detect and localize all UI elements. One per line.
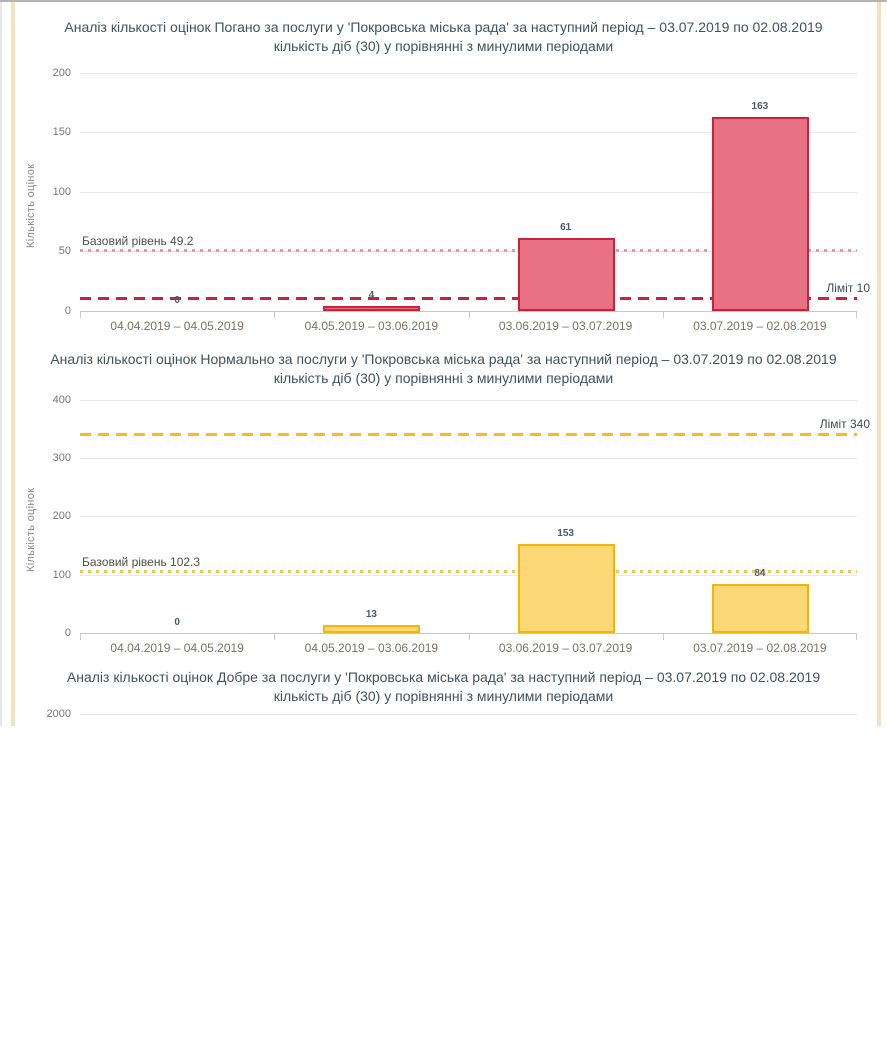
y-axis-title [24, 714, 38, 1040]
baseline-label: Базовий рівень 49.2 [82, 234, 194, 248]
axis-tick [80, 312, 81, 318]
gridline [80, 575, 857, 576]
limit-label: Ліміт 10 [826, 281, 870, 295]
y-axis-title: Кількість оцінок [25, 487, 37, 573]
chart-plot-wrap: 2000 [47, 708, 857, 1040]
right-border-stripe [877, 2, 881, 726]
bar-value-label: 0 [174, 617, 180, 628]
x-axis [80, 1014, 857, 1040]
bar [323, 625, 421, 633]
left-border-stripe [11, 2, 15, 726]
y-tick-label: 2000 [46, 708, 71, 720]
bar-value-label: 61 [560, 222, 572, 233]
x-category-label: 03.06.2019 – 03.07.2019 [498, 641, 633, 655]
y-tick-label: 50 [58, 245, 71, 257]
page-left-edge-line [0, 2, 2, 726]
y-tick-label: 100 [52, 569, 71, 581]
bar-value-label: 163 [751, 101, 769, 112]
chart-plot-wrap: Кількість оцінок 0 50 100 150 200 Базовий рів… [25, 67, 870, 338]
bar [711, 584, 809, 633]
baseline-label: Базовий рівень 102.3 [82, 555, 201, 569]
plot-area: 0 50 100 150 200 Базовий рівень 49.2 Ліміт 10 0… [53, 67, 870, 317]
bar-value-label: 0 [174, 295, 180, 306]
plot-area: 2000 [47, 708, 857, 1014]
bar-value-label: 84 [754, 568, 766, 579]
axis-tick [468, 634, 470, 640]
gridline [80, 73, 857, 74]
chart-title: Аналіз кількості оцінок Добре за послуги… [66, 669, 821, 704]
y-axis-title: Кількість оцінок [25, 163, 37, 248]
y-tick-label: 150 [52, 126, 71, 138]
bar [517, 544, 615, 633]
axis-tick [274, 312, 276, 318]
chart-section-normalno: Аналіз кількості оцінок Нормально за пос… [15, 350, 872, 660]
chart-title: Аналіз кількості оцінок Погано за послуг… [64, 19, 823, 54]
bar-value-label: 4 [368, 290, 375, 301]
analytics-report-page: { "page": { "top_border_color": "#b3b3b3… [0, 0, 887, 726]
y-tick-label: 0 [64, 305, 71, 317]
axis-tick [662, 634, 664, 640]
gridline [80, 714, 857, 715]
gridline [80, 400, 857, 401]
bar [517, 238, 615, 311]
axis-tick [856, 312, 857, 318]
chart-section-pohano: Аналіз кількості оцінок Погано за послуг… [15, 18, 872, 338]
chart-title: Аналіз кількості оцінок Нормально за пос… [50, 351, 837, 386]
bar [711, 117, 809, 311]
baseline-line [80, 249, 857, 252]
bar-value-label: 153 [557, 528, 574, 539]
x-category-label: 04.05.2019 – 03.06.2019 [304, 641, 439, 655]
bar [323, 306, 421, 311]
chart-plot-wrap: Кількість оцінок 0 100 200 300 400 Базовий рі… [25, 394, 870, 660]
y-tick-label: 300 [52, 452, 71, 464]
gridline [80, 458, 857, 459]
gridline [80, 132, 857, 133]
axis-tick [468, 312, 470, 318]
axis-tick [662, 312, 664, 318]
baseline-line [80, 570, 857, 573]
axis-tick [274, 634, 276, 640]
bar-value-label: 13 [365, 609, 377, 620]
gridline [80, 516, 857, 517]
y-tick-label: 400 [52, 394, 71, 406]
gridline [80, 192, 857, 193]
limit-label: Ліміт 340 [819, 417, 870, 431]
y-tick-label: 0 [64, 627, 71, 639]
y-tick-label: 200 [52, 510, 71, 522]
x-category-label: 03.07.2019 – 02.08.2019 [693, 641, 827, 655]
chart-section-dobre: Аналіз кількості оцінок Добре за послуги… [15, 668, 872, 1040]
x-axis: 04.04.2019 – 04.05.2019 04.05.2019 – 03.0… [80, 311, 857, 338]
x-category-label: 04.04.2019 – 04.05.2019 [110, 319, 244, 333]
y-tick-label: 100 [52, 186, 71, 198]
axis-tick [856, 634, 857, 640]
limit-line [80, 297, 857, 300]
x-category-label: 03.07.2019 – 02.08.2019 [693, 319, 827, 333]
x-category-label: 04.05.2019 – 03.06.2019 [304, 319, 439, 333]
x-axis: 04.04.2019 – 04.05.2019 04.05.2019 – 03.0… [80, 633, 857, 660]
y-tick-label: 200 [52, 67, 71, 79]
axis-tick [80, 634, 81, 640]
report-content: Аналіз кількості оцінок Погано за послуг… [15, 18, 872, 1040]
plot-area: 0 100 200 300 400 Базовий рівень 102.3 Ліміт 3… [53, 394, 870, 639]
x-category-label: 03.06.2019 – 03.07.2019 [498, 319, 633, 333]
x-category-label: 04.04.2019 – 04.05.2019 [110, 641, 244, 655]
limit-line [80, 433, 857, 436]
